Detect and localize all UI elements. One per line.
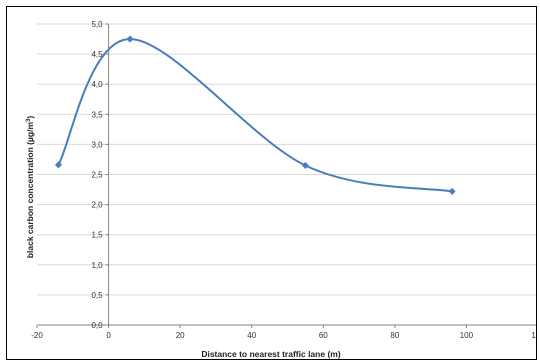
y-tick-label: 2,0 (91, 201, 103, 210)
y-tick-label: 1,0 (91, 261, 103, 270)
x-tick-label: 120 (531, 331, 537, 340)
y-tick-label: 0,0 (91, 321, 103, 330)
x-tick-labels: -20 0 20 40 60 80 100 120 (31, 331, 537, 340)
y-tick-labels: 0,0 0,5 1,0 1,5 2,0 2,5 3,0 3,5 4,0 4,5 5,0 (91, 20, 103, 330)
chart: 0,0 0,5 1,0 1,5 2,0 2,5 3,0 3,5 4,0 4,5 5,0 -20 0 20… (25, 20, 537, 359)
data-point-marker (126, 35, 134, 43)
y-axis-title: black carbon concentration (µg/m3) (25, 116, 35, 259)
y-axis-title-end: ) (25, 116, 35, 119)
y-tick-label: 4,0 (91, 80, 103, 89)
y-tick-label: 1,5 (91, 231, 103, 240)
y-tick-label: 4,5 (91, 50, 103, 59)
y-tick-label: 3,5 (91, 110, 103, 119)
chart-frame: 0,0 0,5 1,0 1,5 2,0 2,5 3,0 3,5 4,0 4,5 5,0 -20 0 20… (6, 6, 537, 360)
data-point-marker (301, 161, 310, 170)
data-point-marker (448, 187, 456, 196)
y-axis-title-main: black carbon concentration (µg/m (25, 122, 35, 259)
y-axis-title-sup: 3 (26, 118, 32, 122)
series-line (57, 38, 453, 193)
y-tick-label: 5,0 (91, 20, 103, 29)
y-tick-label: 0,5 (91, 291, 103, 300)
x-tick-label: -20 (31, 331, 43, 340)
x-tick-label: 100 (460, 331, 474, 340)
axes (36, 23, 536, 328)
x-tick-label: 20 (176, 331, 185, 340)
y-tick-label: 3,0 (91, 140, 103, 149)
y-tick-label: 2,5 (91, 171, 103, 180)
data-point-marker (54, 161, 63, 169)
x-tick-label: 80 (390, 331, 399, 340)
x-tick-label: 60 (319, 331, 328, 340)
x-axis-title: Distance to nearest traffic lane (m) (201, 349, 341, 359)
grid-lines (37, 23, 536, 296)
data-series (54, 35, 456, 196)
x-tick-label: 0 (106, 331, 111, 340)
x-tick-label: 40 (247, 331, 256, 340)
